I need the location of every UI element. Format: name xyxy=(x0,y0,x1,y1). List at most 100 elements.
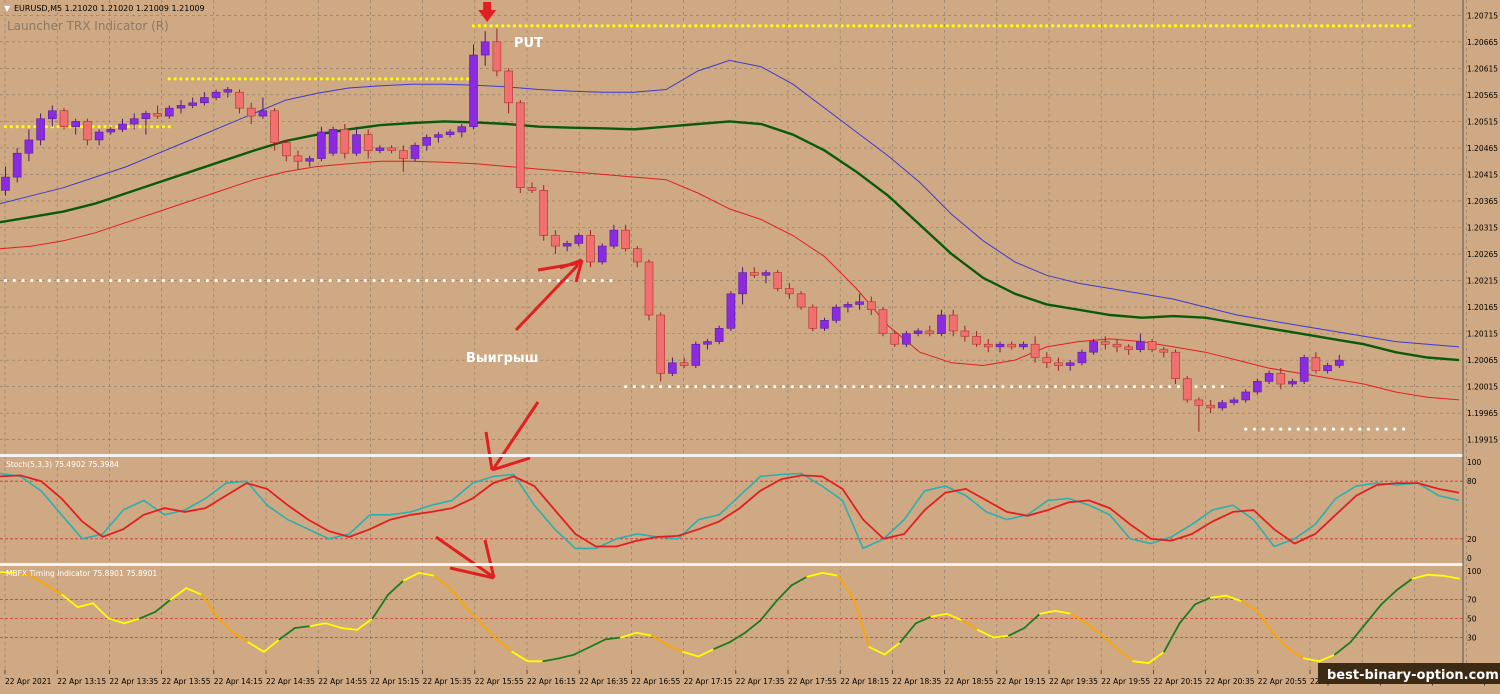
level-dot xyxy=(214,278,218,283)
bull-candle-body xyxy=(691,343,701,366)
dropdown-icon[interactable]: ▼ xyxy=(4,4,11,13)
bear-candle-body xyxy=(492,41,502,72)
mbfx-segment xyxy=(620,631,638,639)
x-tick-label: 22 Apr 13:55 xyxy=(162,677,211,686)
stoch-main-line xyxy=(0,472,1460,550)
mbfx-segment xyxy=(945,612,964,622)
y-tick-label: 1.20315 xyxy=(1467,224,1498,233)
signal-dot xyxy=(1039,24,1043,28)
bear-candle-body xyxy=(644,261,654,316)
signal-dot xyxy=(928,24,932,28)
mbfx-segment xyxy=(1349,622,1367,644)
x-tick-label: 22 Apr 14:55 xyxy=(318,677,367,686)
candle xyxy=(855,293,864,310)
bull-candle-body xyxy=(36,118,45,141)
candle xyxy=(820,317,829,331)
stoch-level-label: 100 xyxy=(1467,458,1482,467)
level-dot xyxy=(363,278,367,283)
mbfx-segment xyxy=(262,638,281,653)
mbfx-level-label: 30 xyxy=(1467,634,1477,643)
signal-dot xyxy=(822,24,827,28)
signal-dot xyxy=(1097,24,1102,28)
bear-candle-body xyxy=(1147,341,1157,350)
level-dot xyxy=(346,278,350,283)
panel-separator-1[interactable] xyxy=(0,454,1463,457)
mbfx-pointer-arrowhead-icon xyxy=(449,539,496,580)
candle xyxy=(375,145,385,154)
level-dot xyxy=(878,385,882,389)
signal-dot xyxy=(828,24,832,28)
candle xyxy=(515,100,525,194)
candle xyxy=(925,325,935,337)
level-dot xyxy=(764,385,768,389)
level-dot xyxy=(135,278,139,283)
level-dot xyxy=(1340,427,1344,431)
level-dot xyxy=(1314,427,1318,431)
level-dot xyxy=(887,385,891,389)
candle xyxy=(445,129,455,138)
mbfx-segment xyxy=(1194,596,1212,606)
signal-dot xyxy=(413,77,417,81)
level-dot xyxy=(512,278,517,283)
signal-dot xyxy=(916,24,920,28)
candle xyxy=(83,118,92,146)
signal-dot xyxy=(15,125,19,129)
symbol-info-label: EURUSD,M5 1.21020 1.21020 1.21009 1.2100… xyxy=(14,4,205,13)
signal-dot xyxy=(1004,24,1008,28)
bull-candle-body xyxy=(1264,373,1274,382)
candle xyxy=(995,341,1005,353)
bull-candle-body xyxy=(855,301,864,305)
level-dot xyxy=(196,278,201,283)
signal-dot xyxy=(1045,24,1049,28)
level-dot xyxy=(328,278,332,283)
bull-candle-body xyxy=(457,126,467,133)
signal-dot xyxy=(1068,24,1072,28)
candle xyxy=(714,325,724,345)
bear-candle-body xyxy=(1171,351,1180,380)
level-dot xyxy=(1176,385,1181,389)
bull-candle-body xyxy=(71,121,80,127)
put-signal-label: PUT xyxy=(514,36,543,51)
signal-dot xyxy=(1302,24,1306,28)
signal-dot xyxy=(489,24,493,28)
signal-dot xyxy=(758,24,762,28)
signal-dot xyxy=(1191,24,1195,28)
signal-dot xyxy=(553,24,558,28)
signal-dot xyxy=(893,24,897,28)
bands-layer xyxy=(0,59,1460,401)
panel-separator-2[interactable] xyxy=(0,563,1463,566)
level-dot xyxy=(126,278,130,283)
level-dot xyxy=(834,385,838,389)
bull-candle-body xyxy=(317,131,326,159)
bull-candle-body xyxy=(1253,381,1262,393)
mbfx-segment xyxy=(1318,653,1336,663)
signal-dot xyxy=(454,77,458,81)
candle xyxy=(1311,352,1321,374)
level-dot xyxy=(74,278,78,283)
signal-dot xyxy=(430,77,435,81)
mbfx-segment xyxy=(1225,594,1243,603)
y-tick-label: 1.20465 xyxy=(1467,144,1498,153)
candle xyxy=(1182,376,1192,403)
bear-candle-body xyxy=(621,229,630,250)
candle xyxy=(691,341,701,369)
candle xyxy=(1136,333,1145,353)
candle xyxy=(878,307,888,337)
win-pointer-arrow-icon xyxy=(514,263,580,332)
signal-dot xyxy=(875,24,879,28)
candle xyxy=(200,92,209,106)
bull-candle-body xyxy=(469,54,478,127)
bear-candle-body xyxy=(679,362,689,366)
signal-dot xyxy=(547,24,552,28)
signal-dot xyxy=(466,77,470,81)
candle xyxy=(1042,352,1052,369)
signal-dot xyxy=(407,77,411,81)
signal-dot xyxy=(150,125,154,129)
candle xyxy=(808,304,818,331)
signal-dot xyxy=(1197,24,1201,28)
signal-dot xyxy=(237,77,242,81)
candle xyxy=(761,269,771,284)
signal-dot xyxy=(1232,24,1236,28)
level-dot xyxy=(477,278,481,283)
indicator-name-label: Launcher TRX Indicator (R) xyxy=(7,19,169,33)
